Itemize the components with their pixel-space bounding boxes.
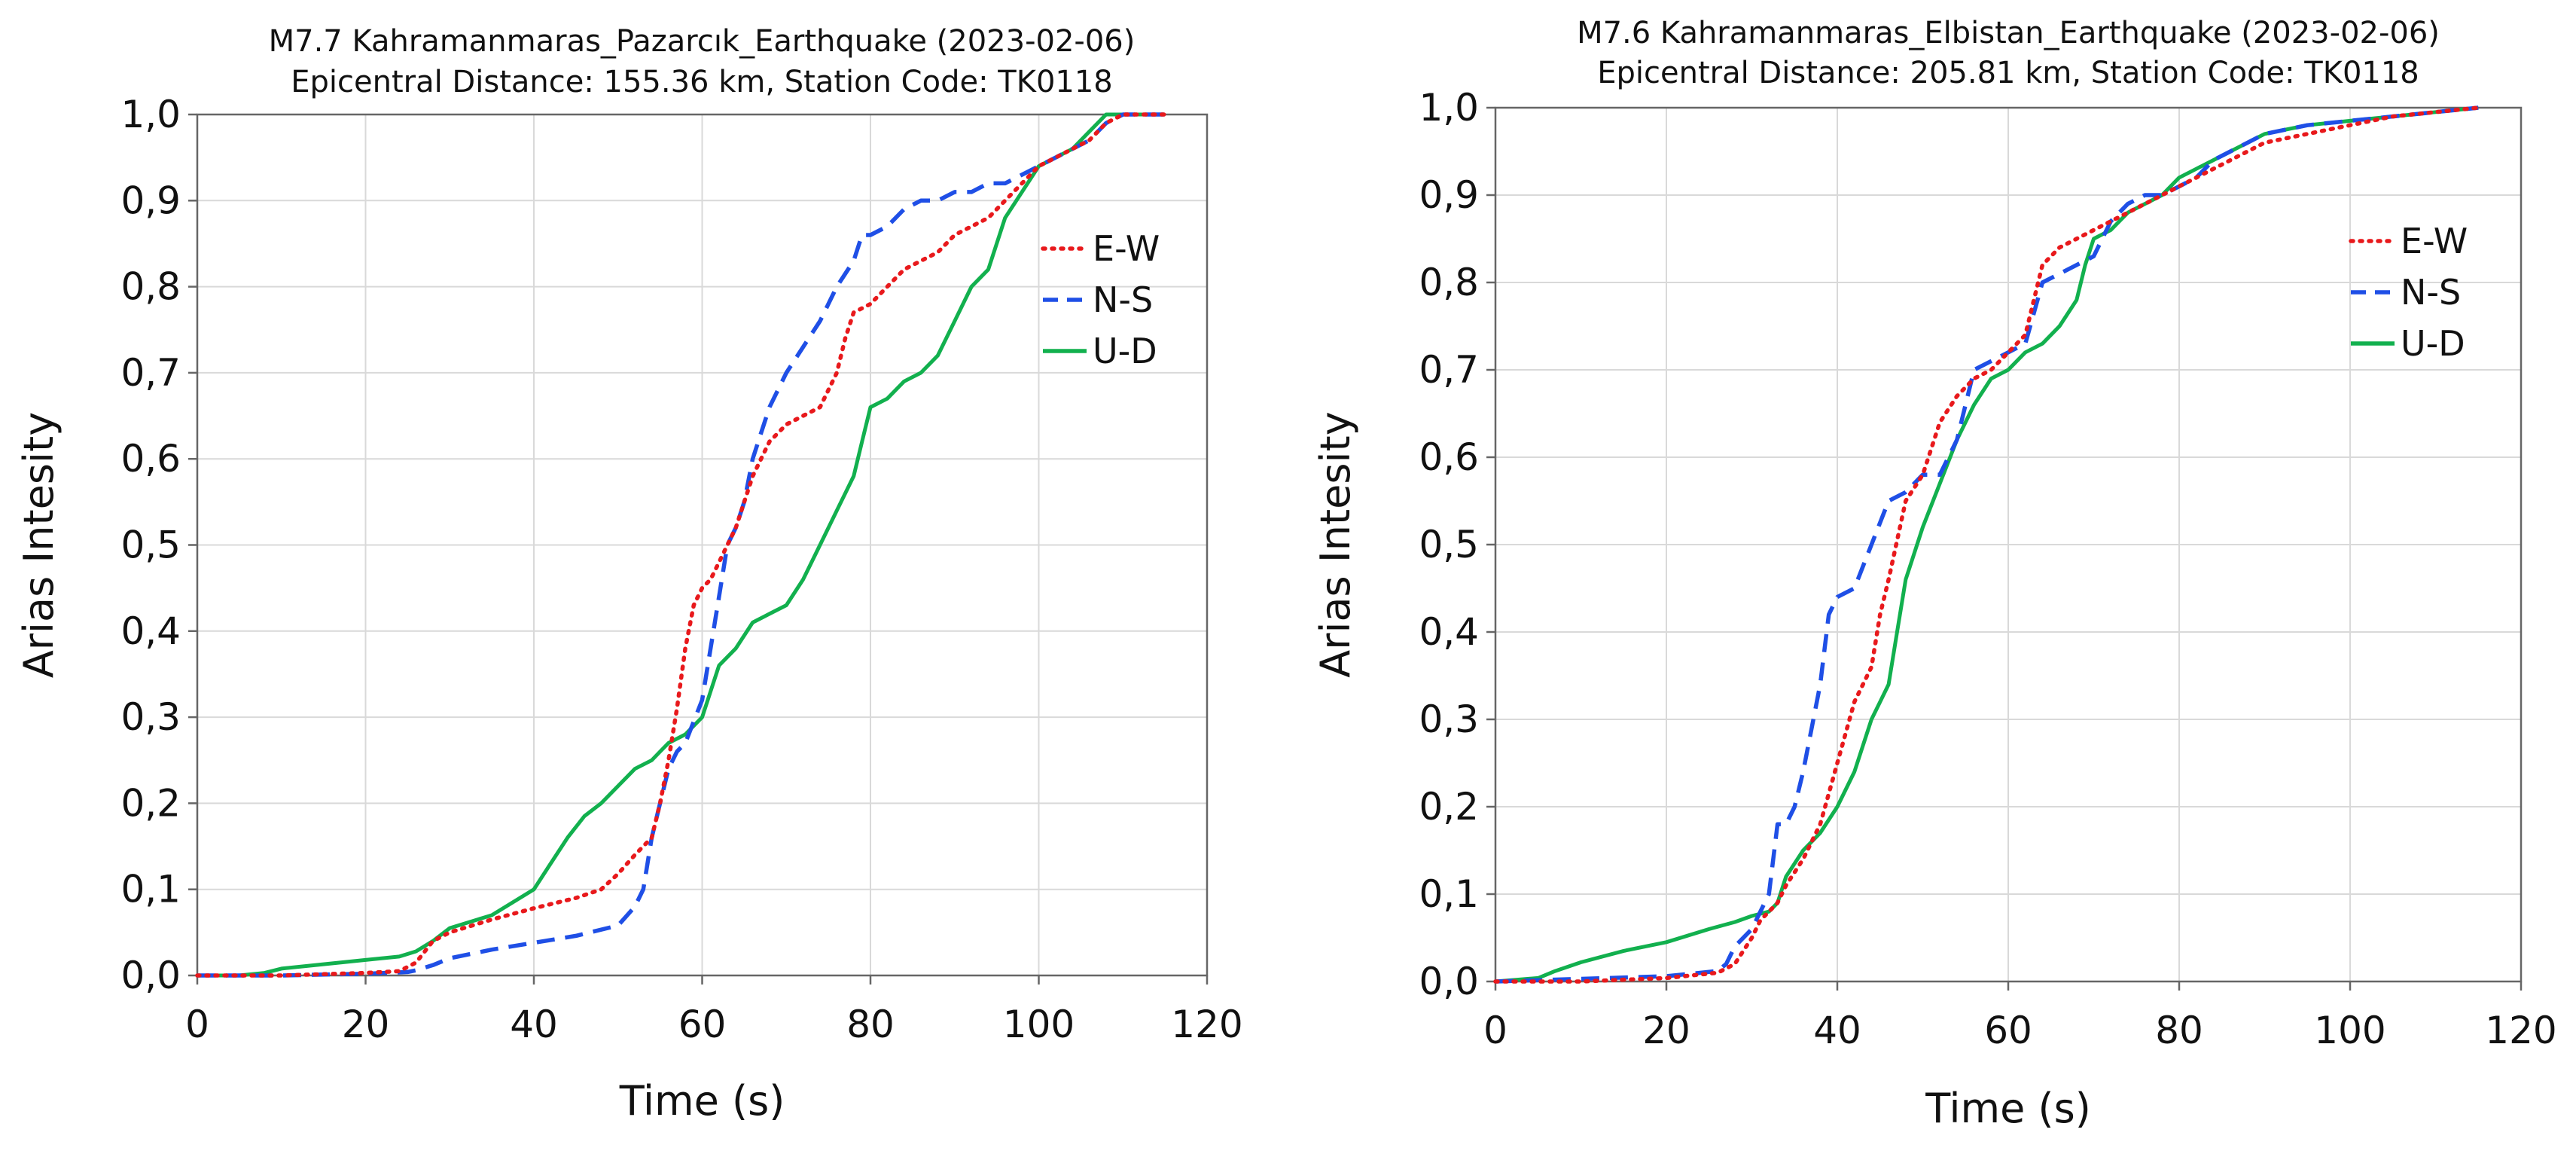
x-tick-label: 20 [342,1003,390,1046]
x-tick-label: 80 [2155,1009,2203,1052]
legend: E-W N-S U-D [2349,221,2468,364]
y-tick-label: 0,6 [1419,435,1479,479]
legend-label-e-w: E-W [2401,221,2468,261]
y-tick-label: 0,4 [120,609,181,653]
series-line-e-w [195,112,1167,978]
legend-label-n-s: N-S [2401,272,2461,313]
chart-subtitle: Epicentral Distance: 205.81 km, Station … [1597,56,2419,90]
x-tick-label: 20 [1642,1009,1690,1052]
x-axis-label: Time (s) [1925,1085,2091,1132]
y-tick-label: 0,9 [120,179,181,222]
y-tick-label: 0,3 [1419,698,1479,741]
series-line-e-w [1493,105,2481,984]
x-tick-label: 60 [1984,1009,2032,1052]
x-tick-label: 100 [2314,1009,2385,1052]
x-tick-label: 120 [2485,1009,2556,1052]
y-axis-label: Arias Intesity [1312,411,1359,677]
y-tick-label: 0,1 [120,868,181,911]
series-line-n-s [197,112,1166,978]
y-tick-label: 0,1 [1419,872,1479,916]
x-tick-label: 40 [510,1003,558,1046]
y-tick-label: 0,7 [1419,348,1479,392]
x-tick-label: 40 [1813,1009,1861,1052]
series-line-n-s [1495,105,2479,984]
y-tick-label: 0,7 [120,351,181,395]
y-tick-label: 0,8 [120,265,181,309]
legend: E-W N-S U-D [1041,228,1160,371]
x-tick-label: 0 [185,1003,209,1046]
y-tick-label: 1,0 [120,93,181,136]
y-tick-label: 0,6 [120,437,181,481]
x-tick-label: 100 [1003,1003,1075,1046]
chart-2: M7.6 Kahramanmaras_Elbistan_Earthquake (… [1312,16,2557,1132]
x-tick-label: 80 [846,1003,895,1046]
y-tick-label: 0,2 [120,781,181,825]
legend-label-e-w: E-W [1093,228,1160,269]
y-tick-label: 0,8 [1419,261,1479,304]
y-tick-label: 0,0 [120,954,181,997]
y-tick-label: 0,5 [1419,523,1479,566]
series-line-u-d [1495,105,2479,984]
y-tick-label: 0,5 [120,524,181,567]
legend-label-u-d: U-D [2401,323,2465,364]
y-tick-label: 0,3 [120,695,181,739]
y-tick-label: 0,9 [1419,173,1479,217]
chart-subtitle: Epicentral Distance: 155.36 km, Station … [291,65,1113,99]
x-axis-label: Time (s) [619,1077,785,1125]
y-tick-label: 0,0 [1419,960,1479,1003]
chart-title: M7.6 Kahramanmaras_Elbistan_Earthquake (… [1577,16,2440,50]
y-axis-label: Arias Intesity [15,412,62,678]
y-tick-label: 1,0 [1419,86,1479,130]
y-tick-label: 0,4 [1419,610,1479,654]
x-tick-label: 120 [1171,1003,1242,1046]
legend-label-n-s: N-S [1093,279,1153,320]
x-tick-label: 0 [1483,1009,1507,1052]
legend-label-u-d: U-D [1093,331,1157,371]
chart-1: M7.7 Kahramanmaras_Pazarcık_Earthquake (… [15,24,1243,1125]
y-tick-label: 0,2 [1419,785,1479,829]
x-tick-label: 60 [678,1003,727,1046]
chart-title: M7.7 Kahramanmaras_Pazarcık_Earthquake (… [269,24,1136,59]
